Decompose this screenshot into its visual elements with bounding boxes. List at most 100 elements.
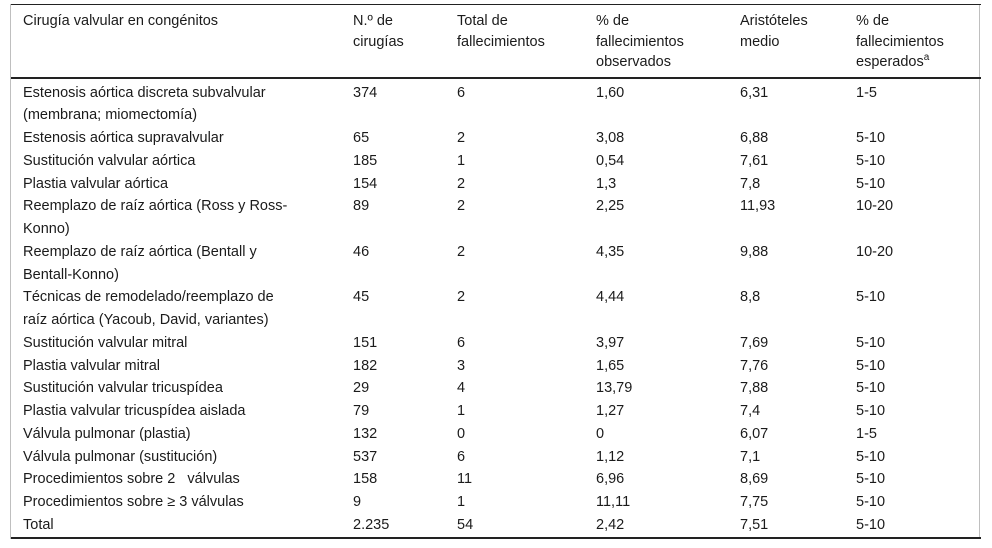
table-row: Sustitución valvular tricuspídea 29 4 13… <box>11 377 981 400</box>
cell-aristotle: 7,88 <box>740 380 769 397</box>
table-row: Válvula pulmonar (plastia) 132 0 0 6,07 … <box>11 423 981 446</box>
cell-surgeries: 79 <box>353 403 370 419</box>
cell-procedure: Plastia valvular aórtica <box>23 175 169 192</box>
cell-observed-pct: 1,3 <box>596 175 617 192</box>
cell-expected-pct: 5-10 <box>856 289 886 306</box>
cell-procedure: Estenosis aórtica discreta subvalvular (… <box>23 84 266 124</box>
cell-procedure: Válvula pulmonar (plastia) <box>23 425 191 442</box>
cell-deaths: 11 <box>457 471 473 488</box>
cell-surgeries: 158 <box>353 471 378 488</box>
cell-deaths: 4 <box>457 380 466 397</box>
table-row: Técnicas de remodelado/reemplazo de raíz… <box>11 286 981 332</box>
cell-aristotle: 7,76 <box>740 357 769 374</box>
cell-observed-pct: 11,11 <box>596 494 631 510</box>
cell-procedure: Plastia valvular mitral <box>23 357 160 374</box>
table-row: Plastia valvular mitral 182 3 1,65 7,76 … <box>11 355 981 378</box>
cell-procedure: Sustitución valvular aórtica <box>23 152 196 169</box>
cell-procedure: Reemplazo de raíz aórtica (Ross y Ross- … <box>23 198 288 237</box>
cell-aristotle: 6,07 <box>740 425 769 442</box>
cell-deaths: 6 <box>457 84 466 101</box>
cell-surgeries: 132 <box>353 425 378 442</box>
cell-observed-pct: 3,08 <box>596 130 625 146</box>
table-row: Reemplazo de raíz aórtica (Bentall y Ben… <box>11 241 981 287</box>
cell-observed-pct: 1,60 <box>596 84 625 101</box>
cell-observed-pct: 13,79 <box>596 380 633 397</box>
cell-aristotle: 7,51 <box>740 516 769 533</box>
cell-expected-pct: 5-10 <box>856 403 886 419</box>
cell-expected-pct: 5-10 <box>856 357 886 374</box>
cell-expected-pct: 5-10 <box>856 130 886 146</box>
cell-surgeries: 537 <box>353 448 378 465</box>
cell-surgeries: 65 <box>353 130 370 146</box>
cell-observed-pct: 6,96 <box>596 471 625 488</box>
cell-procedure: Sustitución valvular tricuspídea <box>23 380 223 397</box>
cell-deaths: 1 <box>457 403 466 419</box>
column-header-deaths: Total de fallecimientos <box>457 4 596 79</box>
cell-aristotle: 8,69 <box>740 471 769 488</box>
table-row: Sustitución valvular aórtica 185 1 0,54 … <box>11 150 981 173</box>
cell-aristotle: 11,93 <box>740 198 776 215</box>
cell-deaths: 3 <box>457 357 466 374</box>
cell-expected-pct: 5-10 <box>856 471 886 488</box>
table-row: Válvula pulmonar (sustitución) 537 6 1,1… <box>11 446 981 469</box>
cell-procedure: Procedimientos sobre 2 válvulas <box>23 471 240 488</box>
header-row: Cirugía valvular en congénitos N.º de ci… <box>11 4 981 79</box>
cell-expected-pct: 1-5 <box>856 84 877 101</box>
cell-expected-pct: 1-5 <box>856 425 877 442</box>
cell-procedure: Plastia valvular tricuspídea aislada <box>23 403 246 419</box>
cell-expected-pct: 5-10 <box>856 448 886 465</box>
cell-surgeries: 45 <box>353 289 370 306</box>
cell-deaths: 2 <box>457 198 466 215</box>
cell-aristotle: 7,8 <box>740 175 761 192</box>
cell-deaths: 2 <box>457 130 466 146</box>
column-header-surgeries-label: N.º de cirugías <box>353 13 404 50</box>
table-row: Procedimientos sobre ≥ 3 válvulas 9 1 11… <box>11 491 981 514</box>
cell-observed-pct: 2,25 <box>596 198 625 215</box>
cell-procedure: Válvula pulmonar (sustitución) <box>23 448 218 465</box>
cell-procedure: Total <box>23 516 54 533</box>
column-header-expected-pct: % de fallecimientos esperadosa <box>856 4 981 79</box>
cell-observed-pct: 1,65 <box>596 357 625 374</box>
cell-deaths: 6 <box>457 334 466 351</box>
footnote-marker: a <box>923 52 930 64</box>
cell-expected-pct: 5-10 <box>856 380 886 397</box>
cell-expected-pct: 10-20 <box>856 243 894 260</box>
cell-observed-pct: 3,97 <box>596 334 625 351</box>
table-header: Cirugía valvular en congénitos N.º de ci… <box>11 4 981 79</box>
cell-aristotle: 6,88 <box>740 130 769 146</box>
cell-surgeries: 2.235 <box>353 516 390 533</box>
cell-expected-pct: 5-10 <box>856 175 886 192</box>
cell-procedure: Técnicas de remodelado/reemplazo de raíz… <box>23 289 274 328</box>
table-row: Sustitución valvular mitral 151 6 3,97 7… <box>11 332 981 355</box>
cell-surgeries: 182 <box>353 357 378 374</box>
column-header-observed-pct-label: % de fallecimientos observados <box>596 13 684 70</box>
cell-surgeries: 9 <box>353 494 362 510</box>
cell-expected-pct: 5-10 <box>856 516 886 533</box>
cell-observed-pct: 1,12 <box>596 448 625 465</box>
cell-aristotle: 7,4 <box>740 403 761 419</box>
cell-procedure: Reemplazo de raíz aórtica (Bentall y Ben… <box>23 243 257 283</box>
cell-expected-pct: 5-10 <box>856 152 886 169</box>
cell-aristotle: 7,75 <box>740 494 769 510</box>
cell-aristotle: 8,8 <box>740 289 761 306</box>
cell-surgeries: 46 <box>353 243 370 260</box>
valve-surgery-table-container: Cirugía valvular en congénitos N.º de ci… <box>10 4 981 539</box>
cell-deaths: 2 <box>457 175 466 192</box>
cell-observed-pct: 2,42 <box>596 516 625 533</box>
column-header-expected-pct-label: % de fallecimientos esperados <box>856 13 944 70</box>
cell-aristotle: 9,88 <box>740 243 769 260</box>
cell-surgeries: 154 <box>353 175 378 192</box>
column-header-aristotle: Aristóteles medio <box>740 4 856 79</box>
cell-procedure: Estenosis aórtica supravalvular <box>23 130 224 146</box>
cell-aristotle: 7,1 <box>740 448 761 465</box>
cell-deaths: 0 <box>457 425 466 442</box>
cell-surgeries: 89 <box>353 198 370 215</box>
cell-deaths: 1 <box>457 152 466 169</box>
table-body: Estenosis aórtica discreta subvalvular (… <box>11 78 981 538</box>
column-header-observed-pct: % de fallecimientos observados <box>596 4 740 79</box>
column-header-aristotle-label: Aristóteles medio <box>740 13 808 50</box>
valve-surgery-table: Cirugía valvular en congénitos N.º de ci… <box>11 4 981 539</box>
cell-expected-pct: 5-10 <box>856 494 886 510</box>
table-row: Plastia valvular aórtica 154 2 1,3 7,8 5… <box>11 173 981 196</box>
